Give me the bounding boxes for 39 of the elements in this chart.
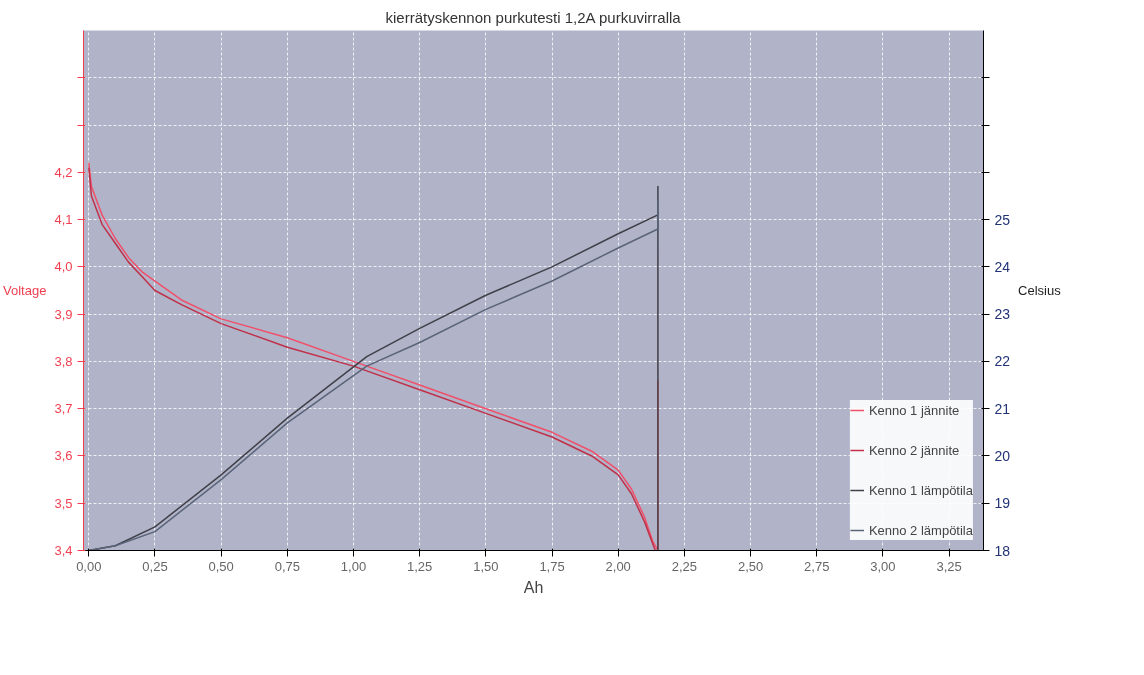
y2-tick-label: 23 (994, 306, 1011, 323)
x-tick-label: 0,50 (208, 558, 234, 574)
y-tick-label: 3,6 (54, 448, 73, 464)
y2-tick-label: 18 (994, 542, 1011, 559)
x-tick-label: 2,50 (737, 558, 764, 574)
legend-label: Kenno 2 jännite (868, 442, 960, 458)
y-tick-label: 3,4 (54, 543, 73, 558)
legend-label: Kenno 2 lämpötila (868, 522, 973, 538)
chart-title: kierrätyskennon purkutesti 1,2A purkuvirralla (385, 8, 682, 26)
x-tick-label: 3,25 (936, 558, 962, 574)
x-axis-title: Ah (523, 578, 544, 596)
legend-label: Kenno 1 lämpötila (868, 482, 973, 498)
y2-axis-title: Celsius (1018, 283, 1062, 298)
y-tick-label: 3,7 (54, 401, 73, 417)
x-tick-label: 1,00 (340, 558, 367, 574)
x-tick-label: 3,00 (870, 558, 896, 574)
y-tick-label: 4,2 (54, 164, 73, 180)
x-tick-label: 0,00 (76, 558, 102, 574)
x-tick-label: 1,75 (539, 558, 565, 574)
x-tick-label: 0,25 (142, 558, 168, 574)
x-tick-label: 2,75 (804, 558, 830, 574)
y-tick-label: 4,0 (54, 259, 73, 275)
legend-label: Kenno 1 jännite (868, 402, 960, 418)
x-tick-label: 1,50 (473, 558, 499, 574)
y-tick-label: 3,8 (54, 353, 73, 369)
y-tick-label: 3,5 (54, 495, 73, 511)
y2-tick-label: 20 (994, 447, 1011, 464)
x-tick-label: 0,75 (274, 558, 300, 574)
y-tick-label: 3,9 (54, 306, 73, 322)
y2-tick-label: 24 (994, 258, 1011, 275)
y2-tick-label: 25 (994, 211, 1011, 228)
x-tick-label: 2,25 (671, 558, 698, 574)
y-axis-title: Voltage (3, 283, 47, 298)
y2-tick-label: 19 (994, 495, 1011, 512)
y-tick-label: 4,1 (54, 212, 73, 228)
y2-tick-label: 21 (994, 400, 1011, 417)
x-tick-label: 2,00 (605, 558, 631, 574)
x-tick-label: 1,25 (407, 558, 433, 574)
y2-tick-label: 22 (994, 353, 1011, 370)
